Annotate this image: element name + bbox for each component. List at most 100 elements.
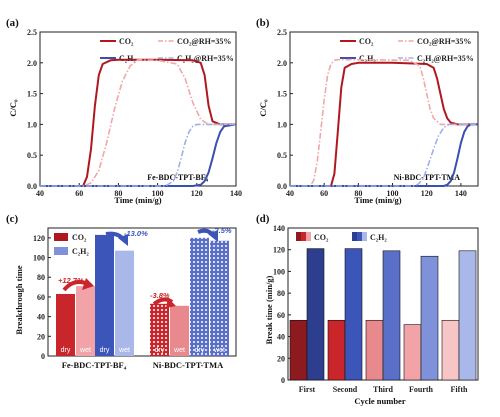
panel-b-plot: 40 60 80 100 120 140 0.0 0.5 1.0 1.5 2.0 2.5 <box>277 28 479 198</box>
panel-d-ytick-label: 0 <box>281 376 285 385</box>
panel-b-ytick-label: 0.0 <box>277 182 287 191</box>
panel-d-ytick-label: 80 <box>277 289 285 298</box>
panel-b-ytick-label: 0.5 <box>277 151 287 160</box>
panel-d-ytick-label: 20 <box>277 354 285 363</box>
panel-d-ylabel: Break time (min/g) <box>264 275 274 344</box>
panel-a-ylabel: C/C₀ <box>8 99 18 117</box>
panel-d-xtick-label: Fourth <box>409 385 434 394</box>
panel-b-series-2 <box>290 123 478 187</box>
panel-d-ytick-label: 100 <box>273 267 285 276</box>
panel-d-bar-c2h2 <box>382 250 401 381</box>
panel-b-ytick-label: 1.0 <box>277 120 287 129</box>
panel-c-ytick-label: 120 <box>33 234 45 243</box>
panel-c-group-label: Ni-BDC-TPT-TMA <box>153 360 224 370</box>
panel-c-ytick-label: 0 <box>41 352 45 361</box>
panel-a-ytick-label: 0.0 <box>27 182 37 191</box>
panel-c-arrowhead-ni-co2 <box>166 298 176 308</box>
panel-a-xlabel: Time (min/g) <box>114 195 161 205</box>
panel-d-legend-label: CO₂ <box>314 233 329 242</box>
panel-d-bar-co2 <box>365 319 384 381</box>
panel-a-legend-label-3: C₂H₂@RH=35% <box>177 54 234 63</box>
panel-d-legend-swatch <box>296 232 301 241</box>
panel-d-bar-c2h2 <box>420 255 439 381</box>
panel-c: (c) Breakthrough time 0 20 40 60 80 100 120 dry… <box>6 213 237 370</box>
panel-c-ytick-label: 100 <box>33 254 45 263</box>
panel-c-bar-label: wet <box>118 347 130 354</box>
panel-b-ytick-label: 2.5 <box>277 28 287 37</box>
panel-a-series-3 <box>40 123 236 187</box>
panel-d-bar-co2 <box>289 319 308 381</box>
panel-c-frame <box>47 227 237 357</box>
panel-d-xlabel: Cycle number <box>354 396 405 406</box>
panel-c-ytick-label: 80 <box>37 273 45 282</box>
panel-a-legend-label-0: CO₂ <box>119 37 134 46</box>
panel-b-series-3 <box>290 123 478 187</box>
panel-d-xtick-label: Fifth <box>451 385 468 394</box>
panel-d-legend-label: C₂H₂ <box>370 233 387 242</box>
panel-a: (a) C/C₀ Time (min/g) Fe-BDC-TPT-BF₄ CO₂… <box>6 17 242 205</box>
panel-d: (d) Break time (min/g) Cycle number 0 20 4… <box>256 213 479 406</box>
panel-a-label: (a) <box>6 17 19 29</box>
panel-c-bar-label: dry <box>195 347 205 354</box>
panel-a-ytick-label: 1.5 <box>27 90 37 99</box>
panel-c-bar-c2h2-dry <box>190 237 209 356</box>
panel-a-plot: 40 60 80 100 120 140 0.0 0.5 1.0 1.5 2.0 2.5 <box>27 28 242 198</box>
panel-a-legend: CO₂ CO₂@RH=35% C₂H₂ C₂H₂@RH=35% <box>100 37 234 63</box>
panel-b-xtick-label: 120 <box>421 189 433 198</box>
panel-c-legend-label: C₂H₂ <box>72 247 89 256</box>
panel-b-label: (b) <box>256 17 270 29</box>
panel-b-xtick-label: 140 <box>455 189 467 198</box>
panel-c-bar-label: wet <box>79 347 91 354</box>
panel-c-bar-label: wet <box>213 347 225 354</box>
panel-a-series-2 <box>40 123 237 187</box>
panel-b-ytick-label: 2.0 <box>277 59 287 68</box>
panel-c-arrowhead-ni-c2h2 <box>208 230 218 242</box>
panel-a-series-0 <box>40 58 236 187</box>
panel-c-bar-c2h2-wet <box>210 240 229 356</box>
panel-d-xtick-label: Third <box>373 385 394 394</box>
panel-b-xtick-label: 80 <box>354 189 362 198</box>
panel-c-ytick-label: 60 <box>37 293 45 302</box>
panel-a-xtick-label: 40 <box>36 189 44 198</box>
panel-c-ytick-label: 40 <box>37 313 45 322</box>
panel-c-label: (c) <box>6 213 19 225</box>
panel-d-legend-swatch <box>306 232 311 241</box>
panel-a-legend-label-2: C₂H₂ <box>119 54 136 63</box>
panel-c-legend-swatch <box>54 233 68 241</box>
panel-c-bar-c2h2-dry <box>95 234 114 356</box>
panel-a-xtick-label: 140 <box>230 189 242 198</box>
panel-b-legend-label-2: C₂H₂ <box>359 54 376 63</box>
panel-c-bar-c2h2-wet <box>115 250 134 356</box>
panel-c-change-ni-c2h2: -2.5% <box>212 226 232 235</box>
panel-d-bar-co2 <box>327 319 346 381</box>
panel-c-legend-swatch <box>54 247 68 255</box>
panel-b-xtick-label: 40 <box>286 189 294 198</box>
panel-c-group-label: Fe-BDC-TPT-BF₄ <box>62 360 127 370</box>
panel-c-bar-label: wet <box>173 347 185 354</box>
panel-c-plot: 0 20 40 60 80 100 120 dry dry wet wet dry dry wet wet F… <box>33 226 237 370</box>
panel-d-ytick-label: 120 <box>273 246 285 255</box>
panel-d-ytick-label: 40 <box>277 333 285 342</box>
panel-c-bar-co2-wet <box>170 305 189 356</box>
panel-a-ytick-label: 1.0 <box>27 120 37 129</box>
panel-d-bar-co2 <box>441 319 460 381</box>
panel-d-legend-swatch <box>362 232 367 241</box>
panel-b-legend-label-3: C₂H₂@RH=35% <box>417 54 474 63</box>
panel-c-change-fe-co2: +12.7% <box>58 276 84 285</box>
panel-c-legend-label: CO₂ <box>72 233 87 242</box>
panel-a-ytick-label: 2.0 <box>27 59 37 68</box>
panel-d-bar-c2h2 <box>344 248 363 381</box>
panel-c-bar-label: dry <box>100 347 110 354</box>
panel-a-xtick-label: 80 <box>114 189 122 198</box>
panel-d-xtick-label: Second <box>333 385 358 394</box>
panel-c-bar-co2-wet <box>76 286 95 356</box>
panel-d-label: (d) <box>256 213 270 225</box>
panel-c-bar-co2-dry <box>56 293 75 356</box>
panel-d-legend-swatch <box>352 232 357 241</box>
panel-d-bar-co2 <box>403 324 422 381</box>
panel-b-ytick-label: 1.5 <box>277 90 287 99</box>
panel-a-sample-name: Fe-BDC-TPT-BF₄ <box>147 173 208 182</box>
panel-a-xtick-label: 60 <box>75 189 83 198</box>
panel-a-xtick-label: 120 <box>191 189 203 198</box>
